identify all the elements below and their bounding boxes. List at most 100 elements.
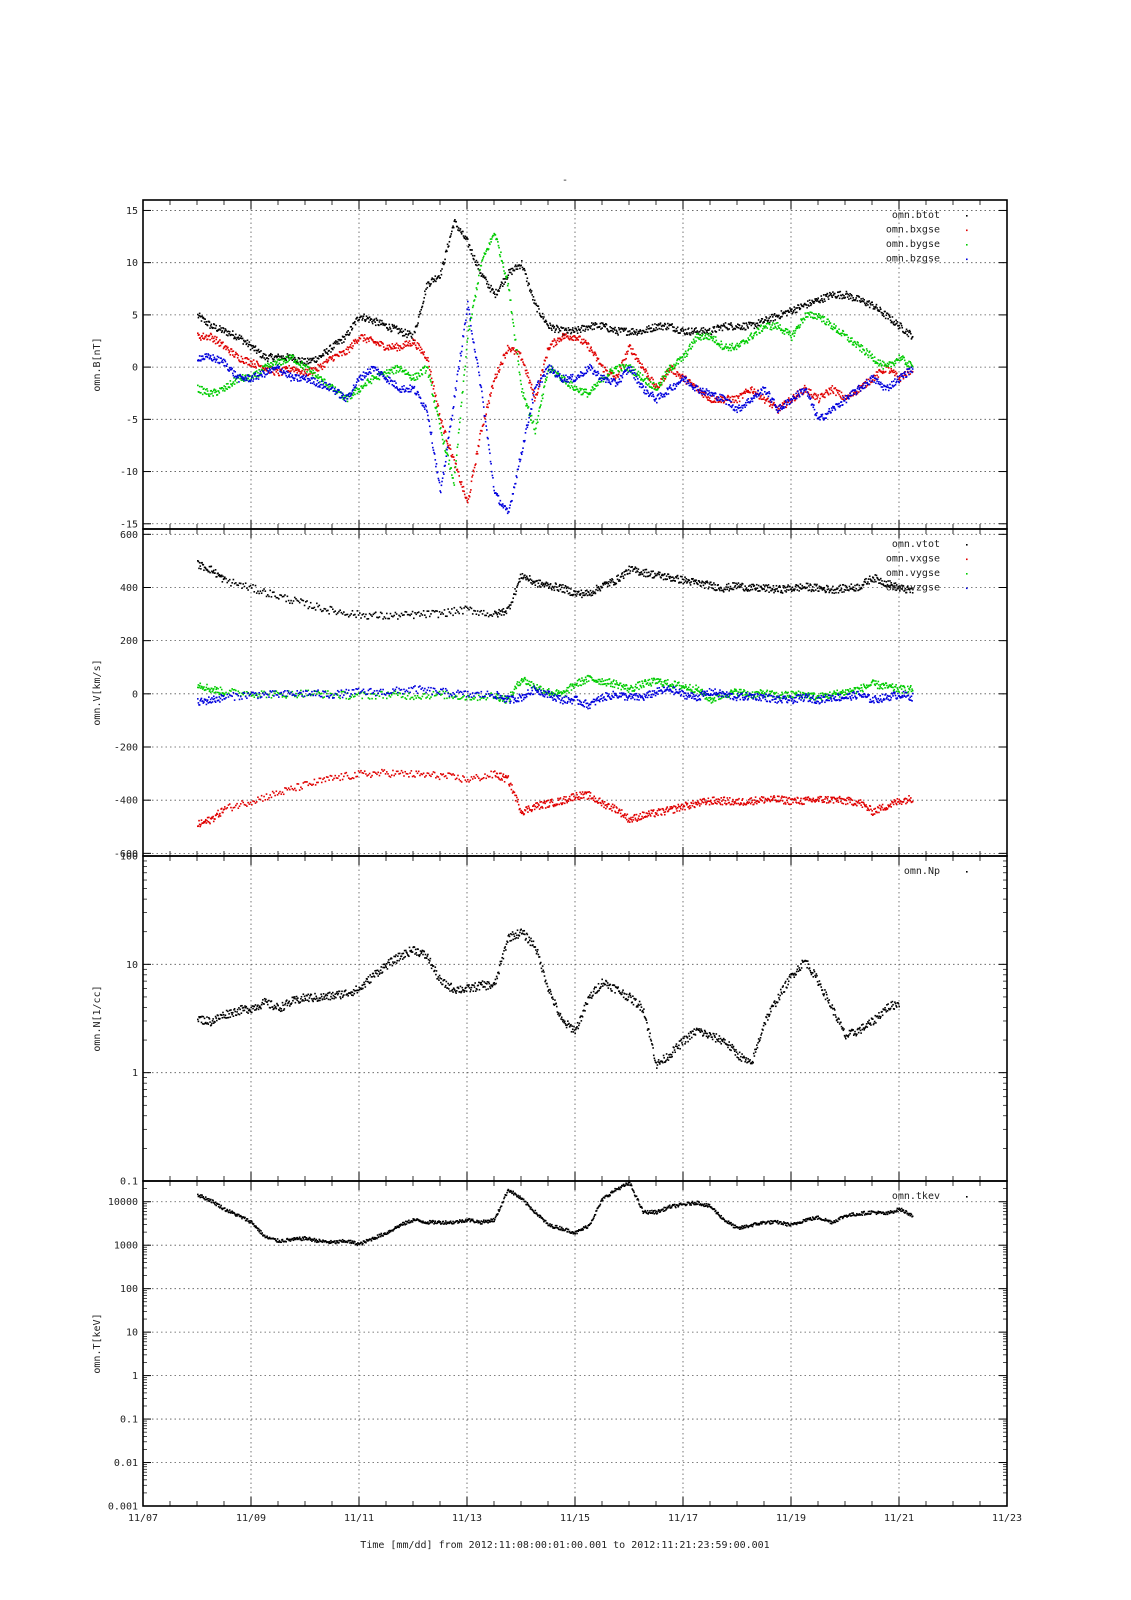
data-point [728, 398, 731, 401]
data-point [452, 456, 455, 458]
data-point [464, 365, 467, 368]
data-point [646, 384, 649, 386]
data-point [212, 569, 215, 572]
data-point [308, 373, 310, 376]
data-point [517, 465, 520, 468]
data-point [253, 349, 256, 352]
data-point [790, 398, 792, 400]
data-point [625, 373, 628, 375]
data-point [612, 331, 615, 333]
data-point [770, 403, 772, 406]
data-point [262, 355, 264, 357]
data-point [390, 348, 392, 350]
data-point [606, 377, 609, 380]
data-point [646, 326, 648, 328]
data-point [433, 279, 436, 282]
data-point [263, 365, 266, 367]
data-point [847, 336, 850, 339]
data-point [697, 337, 700, 339]
data-point [773, 323, 776, 325]
data-point [365, 341, 368, 344]
data-point [399, 368, 402, 370]
data-point [702, 326, 705, 329]
data-point [602, 380, 605, 383]
data-point [609, 383, 612, 386]
data-point [637, 330, 640, 333]
data-point [280, 364, 283, 366]
data-point [708, 335, 710, 337]
data-point [211, 392, 213, 395]
data-point [860, 384, 863, 387]
data-point [393, 367, 396, 369]
data-point [632, 327, 634, 330]
data-point [503, 354, 506, 357]
data-point [554, 375, 557, 378]
data-point [374, 366, 377, 369]
data-point [657, 387, 659, 390]
data-point [842, 330, 845, 333]
data-point [702, 387, 704, 390]
data-point [752, 395, 755, 397]
data-point [352, 392, 355, 394]
data-point [234, 337, 237, 339]
data-point [633, 353, 636, 356]
data-point [665, 328, 668, 331]
data-point [846, 394, 848, 397]
data-point [236, 375, 238, 378]
data-point [695, 327, 697, 329]
data-point [375, 343, 378, 346]
data-point [317, 369, 320, 372]
data-point [264, 358, 267, 361]
data-point [668, 387, 670, 389]
data-point [213, 323, 216, 326]
data-point [352, 384, 355, 387]
data-point [843, 294, 845, 297]
data-point [376, 378, 378, 380]
data-point [284, 371, 286, 374]
data-point [381, 342, 384, 344]
data-point [395, 382, 397, 384]
data-point [712, 337, 715, 340]
data-point [214, 391, 216, 394]
data-point [771, 313, 773, 316]
data-point [459, 417, 462, 419]
data-point [345, 334, 348, 336]
data-point [528, 413, 531, 416]
data-point [574, 380, 576, 382]
data-point [296, 378, 299, 381]
data-point [507, 349, 510, 352]
data-point [729, 405, 732, 408]
data-point [432, 381, 434, 383]
data-point [266, 367, 269, 369]
data-point [598, 325, 601, 328]
data-point [759, 325, 762, 328]
data-point [501, 260, 503, 263]
data-point [542, 393, 545, 396]
data-point [423, 297, 426, 299]
data-point [428, 365, 430, 368]
data-point [711, 336, 713, 338]
data-point [686, 355, 688, 358]
data-point [849, 392, 851, 395]
data-point [571, 386, 574, 389]
data-point [539, 381, 542, 383]
data-point [377, 368, 380, 371]
data-point [323, 361, 326, 363]
data-point [253, 366, 256, 368]
data-point [683, 332, 686, 335]
data-point [321, 368, 324, 371]
data-point [251, 363, 254, 365]
data-point [379, 344, 382, 347]
data-point [244, 376, 247, 378]
data-point [277, 372, 279, 375]
data-point [486, 280, 489, 283]
data-point [792, 332, 794, 335]
data-point [487, 406, 489, 409]
data-point [797, 325, 799, 328]
data-point [225, 345, 228, 348]
data-point [251, 587, 253, 589]
data-point [843, 333, 845, 335]
data-point [736, 342, 738, 345]
data-point [802, 305, 805, 308]
data-point [641, 363, 643, 366]
